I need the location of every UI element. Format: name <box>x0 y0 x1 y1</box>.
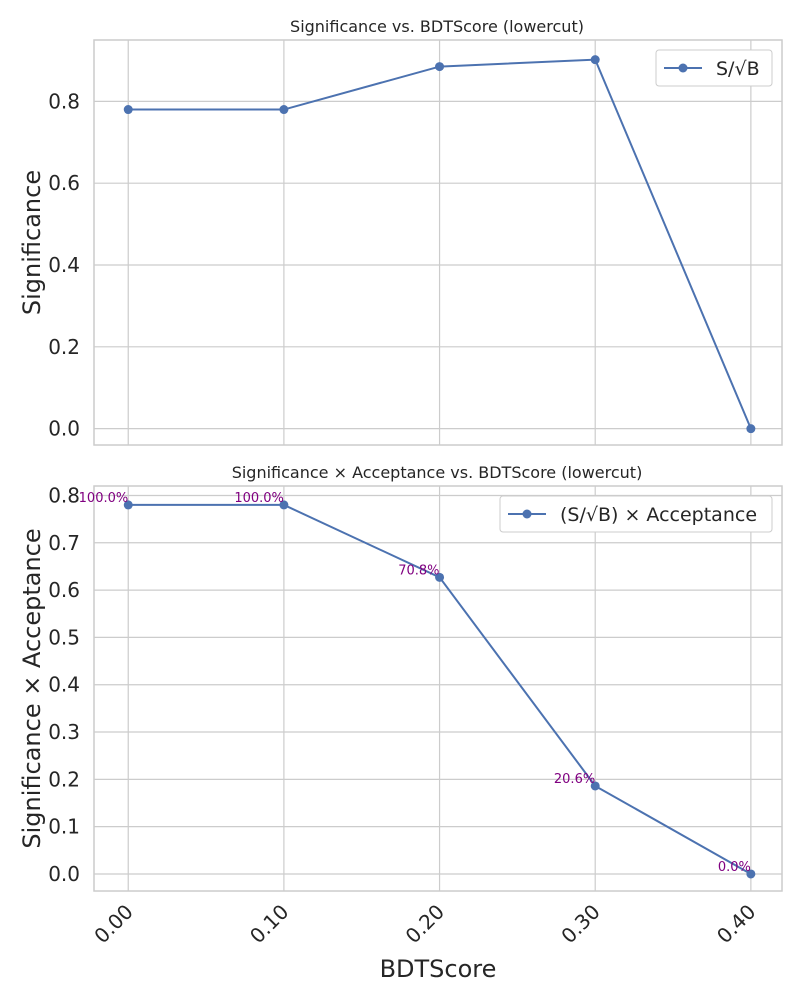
data-point <box>279 500 289 510</box>
y-tick-label: 0.4 <box>48 673 80 697</box>
data-point <box>435 62 445 72</box>
y-tick-label: 0.6 <box>48 578 80 602</box>
data-point <box>279 105 289 115</box>
plot-frame <box>93 485 783 892</box>
x-tick-label: 0.00 <box>89 900 137 948</box>
y-axis-label: Significance <box>18 170 46 315</box>
grid <box>94 40 782 445</box>
point-annotation: 100.0% <box>79 491 129 506</box>
legend: (S/√B) × Acceptance <box>499 495 773 533</box>
grid <box>94 486 782 891</box>
y-axis-ticks: 0.0 0.2 0.4 0.6 0.8 <box>48 89 80 440</box>
legend-entry: S/√B <box>716 58 760 80</box>
point-annotation: 20.6% <box>554 772 595 787</box>
y-tick-label: 0.7 <box>48 531 80 555</box>
x-tick-label: 0.40 <box>712 900 760 948</box>
x-tick-label: 0.20 <box>401 900 449 948</box>
point-annotation: 0.0% <box>718 860 751 875</box>
annotations: 100.0% 100.0% 70.8% 20.6% 0.0% <box>79 491 751 875</box>
y-tick-label: 0.2 <box>48 767 80 791</box>
legend-box <box>499 495 773 533</box>
x-tick-label: 0.30 <box>556 900 604 948</box>
significance-panel: Significance vs. BDTScore (lowercut) 0.0… <box>18 17 783 446</box>
data-point <box>123 500 133 510</box>
plot-frame <box>93 39 783 446</box>
data-point <box>590 55 600 65</box>
y-tick-label: 0.8 <box>48 89 80 113</box>
y-tick-label: 0.1 <box>48 815 80 839</box>
y-tick-label: 0.5 <box>48 625 80 649</box>
legend: S/√B <box>655 49 773 87</box>
legend-marker <box>678 63 688 73</box>
significance-acceptance-panel: Significance × Acceptance vs. BDTScore (… <box>18 463 783 983</box>
point-annotation: 70.8% <box>398 563 439 578</box>
y-tick-label: 0.0 <box>48 417 80 441</box>
series <box>123 55 756 434</box>
y-tick-label: 0.0 <box>48 862 80 886</box>
legend-marker <box>522 509 532 519</box>
y-tick-label: 0.2 <box>48 335 80 359</box>
y-tick-label: 0.6 <box>48 171 80 195</box>
panel-title: Significance vs. BDTScore (lowercut) <box>290 17 584 36</box>
data-point <box>746 869 756 879</box>
y-axis-label: Significance × Acceptance <box>18 528 46 848</box>
y-tick-label: 0.4 <box>48 253 80 277</box>
x-axis-label: BDTScore <box>380 955 497 983</box>
point-annotation: 100.0% <box>234 491 284 506</box>
series <box>123 500 756 879</box>
y-axis-ticks: 0.0 0.1 0.2 0.3 0.4 0.5 0.6 0.7 0.8 <box>48 483 80 886</box>
data-point <box>123 105 133 115</box>
x-axis-ticks: 0.00 0.10 0.20 0.30 0.40 <box>89 900 760 948</box>
data-point <box>590 781 600 791</box>
data-point <box>435 572 445 582</box>
x-tick-label: 0.10 <box>245 900 293 948</box>
legend-box <box>655 49 773 87</box>
legend-entry: (S/√B) × Acceptance <box>560 504 757 526</box>
y-tick-label: 0.3 <box>48 720 80 744</box>
y-tick-label: 0.8 <box>48 483 80 507</box>
panel-title: Significance × Acceptance vs. BDTScore (… <box>232 463 643 482</box>
data-point <box>746 424 756 434</box>
